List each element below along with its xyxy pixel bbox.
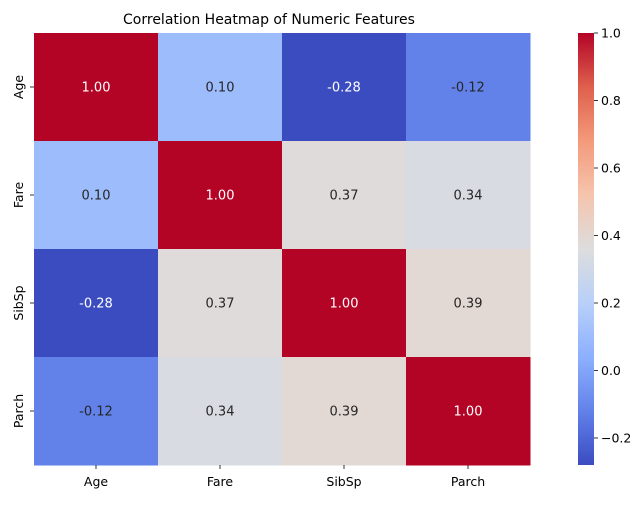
colorbar-ticks: −0.2 0.0 0.2 0.4 0.6 0.8 1.0	[594, 26, 631, 446]
heatmap-cell	[34, 357, 159, 466]
heatmap-cell	[406, 357, 531, 466]
colorbar-tick-label: −0.2	[601, 431, 631, 446]
colorbar-tick-label: 0.2	[601, 296, 621, 311]
colorbar-tick-label: 0.6	[601, 161, 621, 176]
y-tick-label: Parch	[11, 394, 26, 428]
heatmap-cell	[282, 33, 407, 142]
heatmap-cell	[282, 357, 407, 466]
colorbar	[578, 33, 594, 465]
y-tick-label: Age	[11, 75, 26, 99]
heatmap-cell	[158, 357, 283, 466]
heatmap-cell	[158, 249, 283, 358]
chart-title: Correlation Heatmap of Numeric Features	[123, 12, 415, 28]
cell-value-label: -0.28	[327, 81, 361, 96]
colorbar-tick-label: 0.0	[601, 363, 621, 378]
colorbar-tick-label: 0.8	[601, 93, 621, 108]
cell-value-label: -0.12	[451, 81, 485, 96]
x-tick-label: SibSp	[326, 474, 361, 489]
cell-value-label: 0.34	[206, 405, 235, 420]
x-tick-label: Parch	[451, 474, 485, 489]
heatmap-cells	[34, 33, 531, 466]
cell-value-label: 0.10	[206, 81, 235, 96]
cell-value-label: -0.12	[79, 405, 113, 420]
cell-value-label: 0.34	[454, 189, 483, 204]
x-tick-label: Age	[84, 474, 108, 489]
heatmap-cell	[158, 33, 283, 142]
y-axis: Age Fare SibSp Parch	[11, 75, 34, 428]
heatmap-cell	[282, 141, 407, 250]
cell-value-label: 0.39	[330, 405, 359, 420]
colorbar-tick-label: 0.4	[601, 228, 621, 243]
y-tick-label: Fare	[11, 182, 26, 209]
cell-value-label: 1.00	[82, 81, 111, 96]
heatmap-cell	[406, 141, 531, 250]
cell-value-label: 0.39	[454, 297, 483, 312]
cell-value-label: 1.00	[330, 297, 359, 312]
cell-value-label: 1.00	[206, 189, 235, 204]
heatmap-cell	[34, 249, 159, 358]
heatmap-cell	[406, 33, 531, 142]
y-tick-label: SibSp	[11, 285, 26, 320]
heatmap-cell	[282, 249, 407, 358]
heatmap-cell	[158, 141, 283, 250]
heatmap-cell	[34, 33, 159, 142]
heatmap-cell	[406, 249, 531, 358]
cell-value-label: -0.28	[79, 297, 113, 312]
x-tick-label: Fare	[207, 474, 234, 489]
cell-value-label: 0.37	[206, 297, 235, 312]
cell-annotations: 1.00 0.10 -0.28 -0.12 0.10 1.00 0.37 0.34 -0.28 0…	[79, 81, 485, 420]
heatmap-cell	[34, 141, 159, 250]
x-axis: Age Fare SibSp Parch	[84, 465, 485, 489]
cell-value-label: 0.10	[82, 189, 111, 204]
colorbar-tick-label: 1.0	[601, 26, 621, 41]
cell-value-label: 0.37	[330, 189, 359, 204]
cell-value-label: 1.00	[454, 405, 483, 420]
